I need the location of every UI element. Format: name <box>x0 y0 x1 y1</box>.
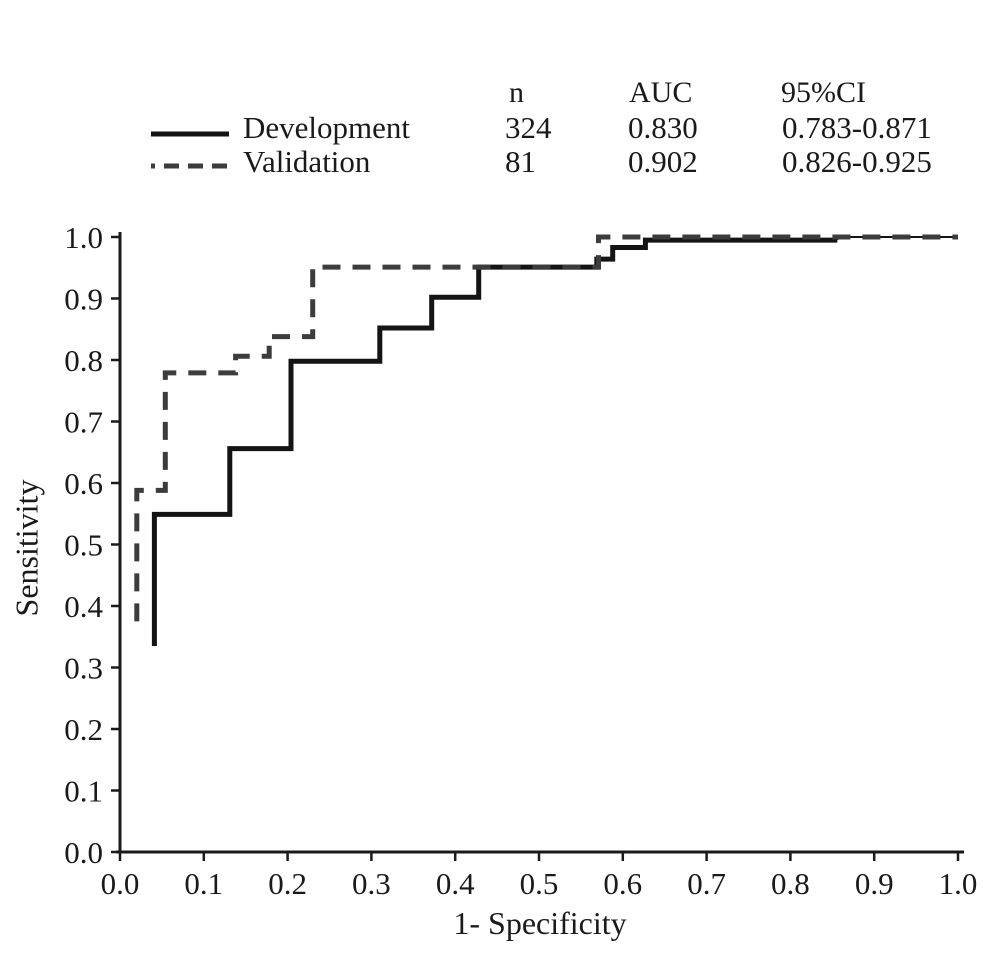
legend-n-validation: 81 <box>505 144 536 179</box>
x-tick-label: 1.0 <box>939 866 978 901</box>
legend-label-validation: Validation <box>243 144 371 179</box>
x-tick-label: 0.7 <box>687 866 726 901</box>
legend-line-sample-development <box>150 126 230 144</box>
legend-label-development: Development <box>243 110 411 145</box>
legend-header-auc: AUC <box>629 76 693 109</box>
solid-line-icon <box>151 131 229 137</box>
y-tick-label: 0.0 <box>64 835 103 870</box>
x-tick-label: 0.0 <box>101 866 140 901</box>
x-tick-label: 0.9 <box>855 866 894 901</box>
x-tick-label: 0.5 <box>520 866 559 901</box>
y-tick-label: 0.3 <box>64 651 103 686</box>
legend-auc-development: 0.830 <box>628 110 698 145</box>
validation-curve <box>134 234 958 622</box>
legend-auc-validation: 0.902 <box>628 144 698 179</box>
y-tick-label: 1.0 <box>64 220 103 255</box>
x-tick-label: 0.4 <box>436 866 475 901</box>
x-tick-label: 0.3 <box>352 866 391 901</box>
y-tick-label: 0.6 <box>64 466 103 501</box>
y-tick-label: 0.9 <box>64 282 103 317</box>
development-curve <box>151 237 838 646</box>
y-tick-label: 0.2 <box>64 712 103 747</box>
x-axis-title: 1- Specificity <box>453 905 627 941</box>
legend-header-n: n <box>509 76 524 109</box>
x-tick-label: 0.6 <box>603 866 642 901</box>
y-tick-label: 0.8 <box>64 343 103 378</box>
x-tick-label: 0.1 <box>184 866 223 901</box>
y-tick-label: 0.7 <box>64 405 103 440</box>
legend-n-development: 324 <box>505 110 552 145</box>
legend-ci-development: 0.783-0.871 <box>782 110 932 145</box>
y-tick-label: 0.1 <box>64 774 103 809</box>
x-tick-label: 0.2 <box>268 866 307 901</box>
y-tick-label: 0.5 <box>64 528 103 563</box>
legend-header-ci: 95%CI <box>781 76 866 109</box>
dashed-line-icon <box>151 163 229 169</box>
legend-line-sample-validation <box>150 158 230 176</box>
y-tick-label: 0.4 <box>64 589 103 624</box>
legend-ci-validation: 0.826-0.925 <box>782 144 932 179</box>
x-tick-label: 0.8 <box>771 866 810 901</box>
